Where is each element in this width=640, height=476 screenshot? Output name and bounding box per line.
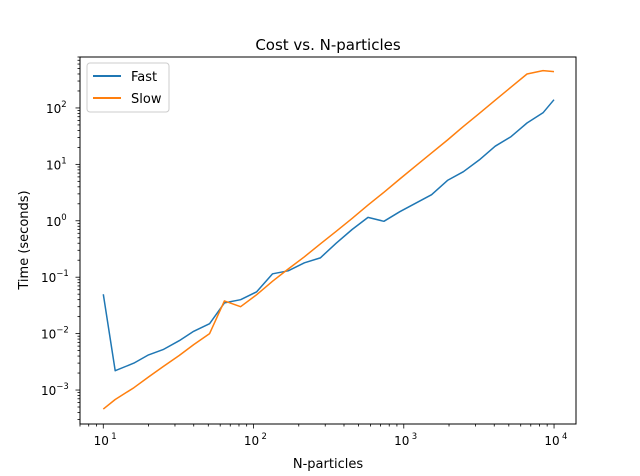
y-axis-label: Time (seconds)	[17, 190, 32, 290]
y-tick-exponent: −2	[56, 326, 69, 336]
plot-frame	[79, 56, 577, 425]
legend-label-slow: Slow	[131, 92, 162, 107]
chart-title: Cost vs. N-particles	[255, 36, 401, 54]
y-tick-exponent: −1	[56, 269, 69, 279]
series-layer	[102, 69, 555, 410]
y-tick-exponent: 2	[61, 100, 66, 110]
y-tick-exponent: 0	[61, 213, 66, 223]
x-axis-label: N-particles	[293, 457, 363, 472]
series-line-slow	[102, 69, 555, 410]
y-tick-exponent: 1	[61, 156, 66, 166]
series-line-fast	[102, 99, 555, 372]
y-tick-exponent: −3	[56, 382, 69, 392]
x-tick-exponent: 1	[111, 432, 116, 442]
legend-label-fast: Fast	[131, 70, 157, 85]
legend: Fast Slow	[86, 62, 170, 113]
x-tick-exponent: 3	[412, 432, 417, 442]
x-tick-exponent: 2	[262, 432, 267, 442]
x-tick-exponent: 4	[562, 432, 567, 442]
